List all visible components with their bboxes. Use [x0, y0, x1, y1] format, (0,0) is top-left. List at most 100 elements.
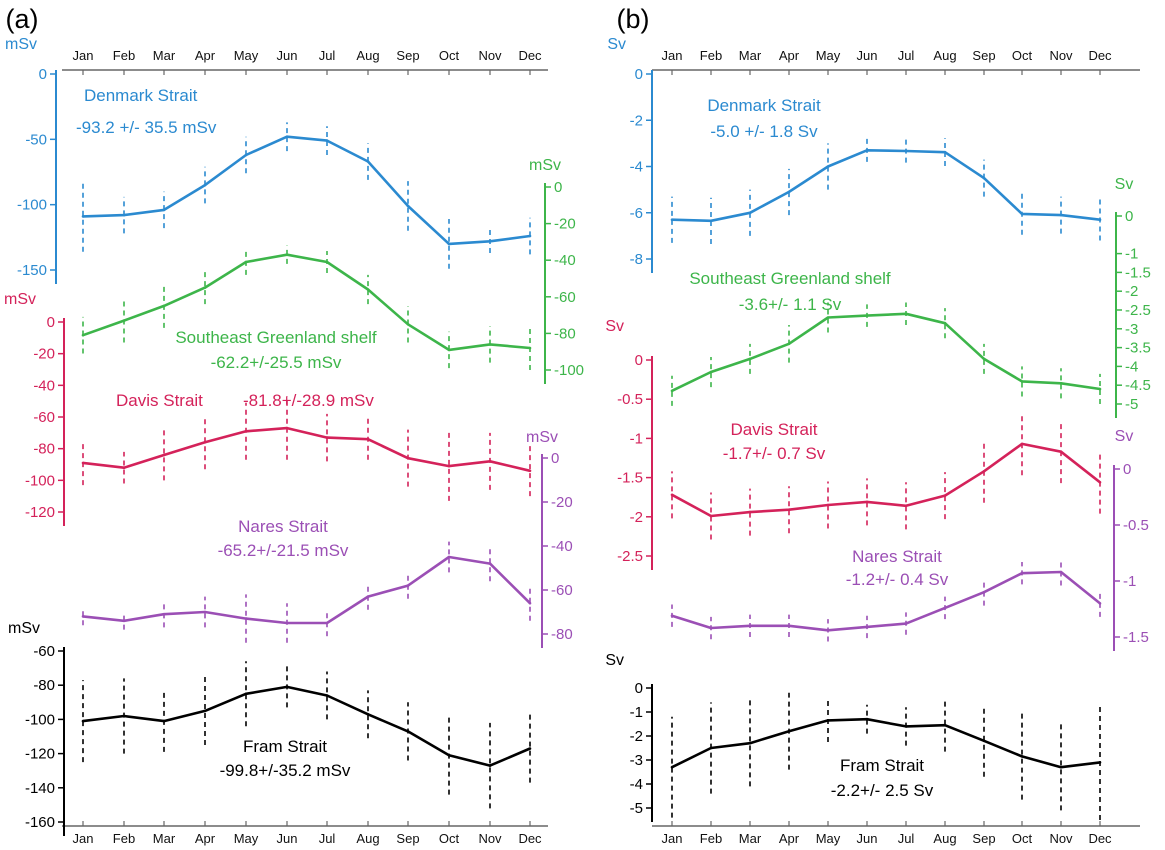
series-name-label: Denmark Strait [84, 86, 198, 105]
data-point [325, 436, 329, 439]
data-point [748, 741, 752, 745]
data-point [1020, 380, 1024, 383]
data-point [244, 430, 248, 433]
data-point [81, 333, 85, 337]
data-point [447, 754, 451, 757]
y-tick-label: -40 [33, 377, 55, 394]
data-point [826, 503, 830, 507]
top-month-label: May [234, 48, 259, 63]
y-tick-label: -0.5 [1123, 517, 1149, 534]
series-line [82, 555, 531, 625]
data-point [488, 343, 492, 346]
series-line [671, 149, 1101, 223]
panel-b: (b) Jan Feb Mar Apr May Jun Jul Aug Sep Oct Nov Dec J… [605, 4, 1151, 846]
data-point [122, 213, 126, 217]
data-point [285, 621, 289, 625]
y-tick-label: 0 [39, 66, 47, 83]
data-point [826, 719, 830, 722]
data-point [285, 253, 289, 256]
y-unit-label: mSv [526, 429, 558, 446]
top-month-label: Feb [700, 48, 722, 63]
series-name-label: Nares Strait [852, 547, 942, 566]
data-point [285, 135, 289, 138]
data-point [1059, 570, 1063, 574]
series-davis-strait: 0 -0.5 -1 -1.5 -2 -2.5 Sv Davis Strait -1.7+/- 0… [605, 318, 1102, 570]
y-unit-label: Sv [1115, 428, 1134, 445]
data-point [787, 624, 791, 628]
y-tick-label: -60 [33, 643, 55, 660]
data-point [122, 714, 126, 718]
series-fram-strait: 0 -1 -2 -3 -4 -5 Sv Fram Strait -2.2+/- 2.5 Sv [605, 652, 1102, 822]
series-name-label: Southeast Greenland shelf [175, 328, 377, 347]
data-point [122, 466, 126, 470]
y-tick-label: -3.5 [1125, 340, 1151, 357]
data-point [787, 508, 791, 512]
data-point [81, 461, 85, 465]
series-stat-label: -5.0 +/- 1.8 Sv [710, 122, 818, 141]
data-point [366, 595, 370, 598]
bottom-month-label: Mar [739, 831, 762, 846]
y-tick-label: -1 [630, 430, 643, 447]
bottom-month-label: Oct [439, 831, 460, 846]
y-tick-label: -20 [554, 216, 576, 233]
data-point [162, 208, 166, 212]
y-tick-label: -8 [630, 251, 643, 268]
y-unit-label: mSv [529, 157, 561, 174]
top-month-label: Jun [277, 48, 298, 63]
series-stat-label: -1.7+/- 0.7 Sv [723, 444, 826, 463]
y-tick-label: -120 [25, 504, 55, 521]
bottom-month-label: Dec [1088, 831, 1112, 846]
top-month-label: Jan [73, 48, 94, 63]
data-point [1098, 218, 1102, 221]
bottom-month-label: Sep [972, 831, 995, 846]
data-point [1059, 450, 1063, 454]
data-point [203, 441, 207, 444]
y-tick-label: -120 [25, 746, 55, 763]
bottom-month-label: Jun [857, 831, 878, 846]
data-point [528, 469, 532, 473]
y-tick-label: -1.5 [617, 470, 643, 487]
data-point [366, 713, 370, 716]
panel-label: (a) [6, 4, 39, 34]
data-point [748, 510, 752, 514]
y-tick-label: -140 [25, 780, 55, 797]
data-point [406, 584, 410, 587]
data-point [81, 719, 85, 723]
data-point [709, 370, 713, 374]
top-month-label: Nov [1049, 48, 1073, 63]
data-point [244, 617, 248, 620]
bottom-month-label: Apr [195, 831, 216, 846]
y-tick-label: -2 [630, 509, 643, 526]
series-line [671, 570, 1101, 632]
bottom-month-label: Feb [113, 831, 135, 846]
top-month-label: Nov [478, 48, 502, 63]
data-point [528, 747, 532, 750]
y-unit-label: mSv [5, 36, 37, 53]
y-tick-label: -2.5 [1125, 302, 1151, 319]
series-line [82, 685, 531, 767]
y-tick-label: -1 [1123, 573, 1136, 590]
data-point [709, 219, 713, 223]
bottom-month-label: Apr [779, 831, 800, 846]
data-point [406, 204, 410, 208]
top-month-label: Jan [662, 48, 683, 63]
y-tick-label: -160 [25, 814, 55, 831]
data-point [203, 286, 207, 289]
top-month-label: Oct [439, 48, 460, 63]
data-point [1020, 212, 1024, 216]
data-point [1059, 765, 1063, 769]
y-tick-label: -20 [33, 346, 55, 363]
y-tick-label: -6 [630, 205, 643, 222]
y-tick-label: -100 [554, 362, 584, 379]
bottom-month-label: Feb [700, 831, 722, 846]
y-tick-label: -5 [1125, 396, 1138, 413]
y-tick-label: -60 [551, 582, 573, 599]
y-tick-label: -1 [630, 704, 643, 721]
data-point [325, 260, 329, 264]
data-point [943, 321, 947, 325]
data-point [488, 460, 492, 463]
bottom-month-label: Jul [319, 831, 336, 846]
top-month-label: May [816, 48, 841, 63]
data-point [528, 346, 532, 350]
y-tick-label: -60 [554, 289, 576, 306]
